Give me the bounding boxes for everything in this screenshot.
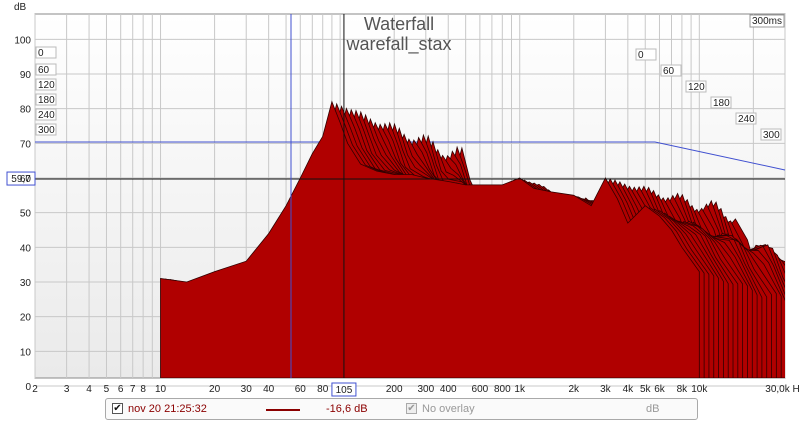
- svg-text:300: 300: [38, 125, 55, 136]
- time-slice-label-right: 120: [685, 80, 707, 93]
- x-tick-label: 400: [440, 384, 457, 395]
- x-tick-label: 6: [118, 384, 124, 395]
- x-tick-label: 60: [295, 384, 307, 395]
- series-name: nov 20 21:25:32: [128, 403, 207, 415]
- svg-text:0: 0: [38, 48, 44, 59]
- legend-bar: ✔ nov 20 21:25:32 -16,6 dB ✔ No overlay …: [105, 398, 698, 420]
- chart-title: Waterfall: [364, 14, 434, 34]
- x-tick-label: 8: [140, 384, 146, 395]
- series-value: -16,6 dB: [326, 403, 368, 415]
- svg-text:240: 240: [38, 110, 55, 121]
- x-tick-label: 800: [494, 384, 511, 395]
- svg-text:60: 60: [38, 65, 50, 76]
- x-tick-label: 2: [32, 384, 38, 395]
- overlay-unit: dB: [646, 403, 660, 415]
- y-tick-label: 10: [20, 347, 32, 358]
- svg-text:180: 180: [38, 95, 55, 106]
- x-tick-label: 8k: [677, 384, 689, 395]
- x-tick-label: 3k: [600, 384, 612, 395]
- svg-text:300: 300: [763, 130, 780, 141]
- svg-text:120: 120: [38, 80, 55, 91]
- x-tick-label: 5: [104, 384, 110, 395]
- x-tick-label: 10k: [691, 384, 708, 395]
- x-tick-label: 10: [155, 384, 167, 395]
- y-tick-label: 70: [20, 139, 32, 150]
- time-slice-label-left: 240: [35, 108, 57, 121]
- time-slice-label-left: 180: [35, 93, 57, 106]
- time-slice-label-right: 300: [760, 128, 782, 141]
- overlay-label: No overlay: [422, 403, 475, 415]
- time-slice-label-left: 0: [35, 46, 57, 59]
- svg-text:105: 105: [336, 385, 353, 396]
- y-tick-label: 20: [20, 313, 32, 324]
- x-tick-label: 80: [317, 384, 329, 395]
- time-slice-label-left: 300: [35, 123, 57, 136]
- x-tick-label: 4: [86, 384, 92, 395]
- back-wall-outline: [35, 141, 786, 171]
- x-tick-label: 2k: [569, 384, 581, 395]
- x-tick-label: 200: [386, 384, 403, 395]
- svg-text:59,7: 59,7: [11, 174, 31, 185]
- time-range-label: 300ms: [749, 14, 785, 28]
- x-tick-label: 30,0k Hz: [765, 384, 800, 395]
- x-tick-label: 6k: [654, 384, 666, 395]
- y-tick-label: 60: [20, 174, 32, 185]
- svg-text:240: 240: [738, 114, 755, 125]
- x-tick-label: 3: [64, 384, 70, 395]
- y-tick-label: 50: [20, 209, 32, 220]
- time-slice-label-left: 120: [35, 78, 57, 91]
- time-slice-label-right: 0: [635, 48, 657, 61]
- axis-labels: 0 10 20 30 40 50 60 70 80 90 100 2 3 4 5 6 7 8 10 20 30 40 60 8…: [14, 35, 800, 395]
- series-color-line: [266, 409, 300, 411]
- x-tick-label: 5k: [640, 384, 652, 395]
- time-slice-label-left: 60: [35, 63, 57, 76]
- y-tick-label: 40: [20, 243, 32, 254]
- waterfall-slice: [160, 100, 700, 378]
- time-slice-label-right: 240: [735, 112, 757, 125]
- x-tick-label: 20: [209, 384, 221, 395]
- svg-text:120: 120: [688, 82, 705, 93]
- y-tick-label: 30: [20, 278, 32, 289]
- time-range-text: 300ms: [752, 16, 782, 27]
- x-tick-label: 1k: [514, 384, 526, 395]
- time-slice-label-right: 180: [710, 96, 732, 109]
- svg-text:60: 60: [663, 66, 675, 77]
- overlay-checkbox[interactable]: ✔: [406, 403, 417, 414]
- svg-text:0: 0: [638, 50, 644, 61]
- y-tick-label: 80: [20, 105, 32, 116]
- cursor-y-readout: 59,7: [6, 171, 36, 186]
- x-tick-label: 600: [472, 384, 489, 395]
- y-tick-label: 90: [20, 70, 32, 81]
- x-tick-label: 30: [241, 384, 253, 395]
- x-tick-label: 4k: [623, 384, 635, 395]
- waterfall-chart: 59,7 105 0 10 20 30 40 50 60 70 80 90 100 2 3 4 5 6 7 8 10 2…: [6, 2, 800, 397]
- time-slice-label-right: 60: [660, 64, 682, 77]
- x-tick-label: 300: [417, 384, 434, 395]
- y-axis-unit-label: dB: [14, 2, 27, 13]
- y-tick-label: 0: [25, 382, 31, 393]
- cursor-x-readout: 105: [331, 382, 357, 397]
- x-tick-label: 7: [130, 384, 136, 395]
- series-checkbox[interactable]: ✔: [112, 403, 123, 414]
- waterfall-slices: [160, 100, 785, 378]
- svg-text:180: 180: [713, 98, 730, 109]
- x-tick-label: 40: [263, 384, 275, 395]
- y-tick-label: 100: [14, 35, 31, 46]
- chart-subtitle: warefall_stax: [345, 34, 451, 55]
